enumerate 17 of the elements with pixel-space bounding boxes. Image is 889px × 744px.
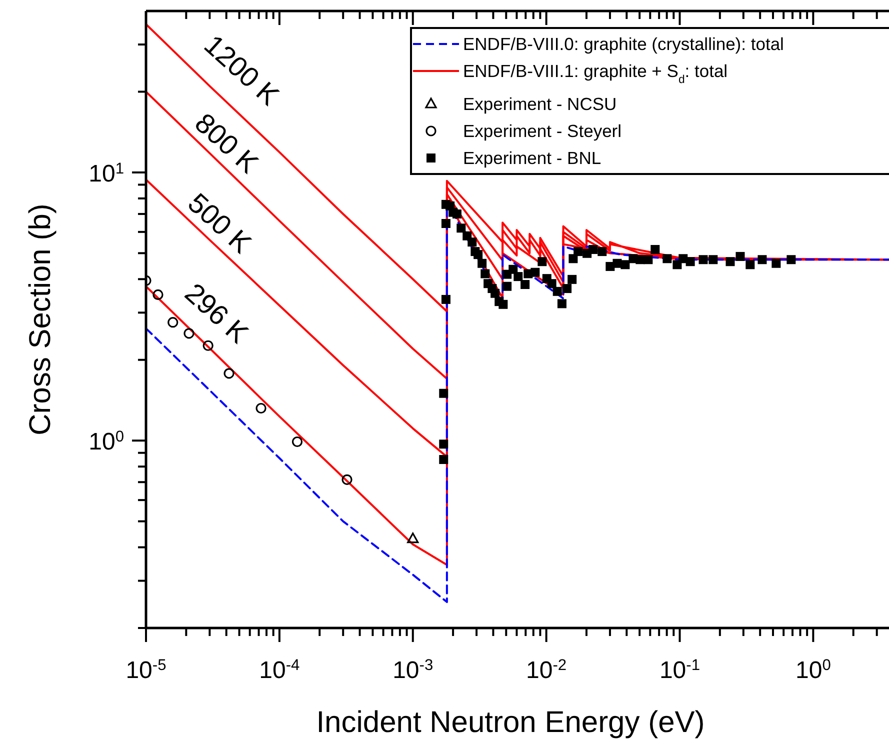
legend-label: Experiment - NCSU — [463, 94, 617, 114]
y-tick-label: 10$^{1}$ — [88, 160, 124, 188]
x-tick-label: 10$^{-1}$ — [659, 656, 700, 684]
legend-label: ENDF/B-VIII.0: graphite (crystalline): total — [463, 34, 784, 54]
annotation: 800 K — [188, 107, 264, 180]
x-axis-title: Incident Neutron Energy (eV) — [316, 706, 705, 739]
x-tick-label: 10$^{-2}$ — [526, 656, 567, 684]
x-tick-label: 10$^{-4}$ — [259, 656, 300, 684]
legend-label: Experiment - BNL — [463, 148, 602, 168]
annotation: 296 K — [178, 277, 254, 350]
y-axis-title: Cross Section (b) — [24, 204, 57, 436]
x-tick-label: 10$^{-5}$ — [126, 656, 167, 684]
legend-label: ENDF/B-VIII.1: graphite + S$_{d}$: total — [463, 61, 728, 86]
x-tick-label: 10$^{-3}$ — [392, 656, 434, 684]
x-tick-label: 10$^{0}$ — [795, 656, 832, 684]
legend-label: Experiment - Steyerl — [463, 121, 622, 141]
annotation: 500 K — [182, 187, 258, 260]
